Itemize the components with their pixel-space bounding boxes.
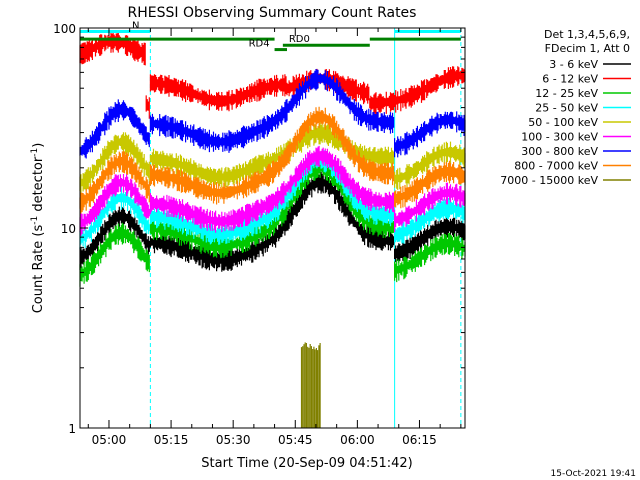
y-axis-label-sup2: -1	[30, 148, 40, 157]
flag-label: RD4	[249, 39, 270, 50]
x-tick-label: 05:15	[154, 433, 189, 447]
x-tick-label: 06:15	[402, 433, 437, 447]
legend-label: 6 - 12 keV	[542, 73, 598, 86]
flag-label: RD0	[289, 34, 310, 45]
y-tick-label: 10	[61, 222, 76, 236]
legend-label: 7000 - 15000 keV	[500, 174, 598, 187]
x-tick-label: 05:30	[216, 433, 251, 447]
y-axis-label: Count Rate (s-1 detector-1)	[30, 143, 46, 314]
legend-label: 50 - 100 keV	[528, 116, 598, 129]
chart-title: RHESSI Observing Summary Count Rates	[128, 5, 417, 21]
x-tick-label: 06:00	[340, 433, 375, 447]
x-axis-label: Start Time (20-Sep-09 04:51:42)	[201, 456, 412, 471]
legend-header: FDecim 1, Att 0	[545, 42, 630, 55]
y-axis-label-sup: -1	[30, 216, 40, 225]
flag-bars: N RD4 RD0	[80, 21, 461, 52]
legend-label: 25 - 50 keV	[535, 102, 598, 115]
legend-label: 3 - 6 keV	[549, 58, 598, 71]
x-axis: 05:00 05:15 05:30 05:45 06:00 06:15	[87, 28, 462, 447]
x-tick-label: 05:00	[92, 433, 127, 447]
legend-label: 12 - 25 keV	[535, 87, 598, 100]
legend-label: 100 - 300 keV	[521, 131, 598, 144]
legend: Det 1,3,4,5,6,9,FDecim 1, Att 0 3 - 6 keV…	[500, 28, 631, 187]
y-axis: 1 10 100	[53, 22, 465, 436]
x-tick-label: 05:45	[278, 433, 313, 447]
y-axis-label-main: Count Rate (s	[31, 225, 46, 314]
y-axis-label-close: )	[31, 143, 46, 148]
y-axis-label-tail: detector	[31, 156, 46, 216]
legend-label: 800 - 7000 keV	[514, 160, 598, 173]
legend-label: 300 - 800 keV	[521, 145, 598, 158]
timestamp: 15-Oct-2021 19:41	[551, 469, 636, 479]
y-tick-label: 100	[53, 22, 76, 36]
legend-header: Det 1,3,4,5,6,9,	[544, 28, 630, 41]
flag-label: N	[132, 21, 139, 32]
y-tick-label: 1	[68, 422, 76, 436]
